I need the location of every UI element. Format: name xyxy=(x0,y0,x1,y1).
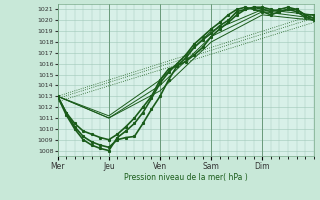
X-axis label: Pression niveau de la mer( hPa ): Pression niveau de la mer( hPa ) xyxy=(124,173,247,182)
